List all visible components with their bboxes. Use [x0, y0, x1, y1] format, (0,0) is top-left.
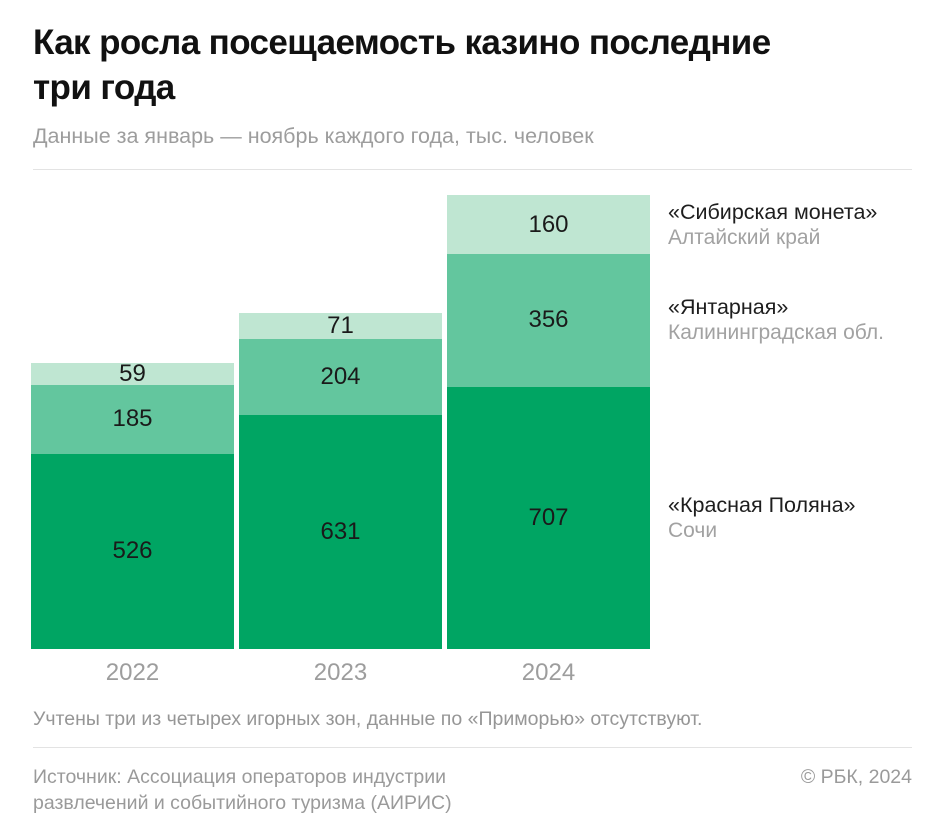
segment-value-label: 204	[320, 362, 361, 390]
bar-segment-2022-2: 59	[31, 360, 234, 388]
segment-value-label: 185	[112, 405, 153, 433]
top-divider	[33, 169, 912, 170]
legend-item-1: «Янтарная» Калининградская обл.	[668, 294, 938, 346]
bar-segment-2022-1: 185	[31, 385, 234, 454]
legend-zone-name: «Красная Поляна»	[668, 492, 856, 517]
bar-segment-2023-0: 631	[239, 414, 442, 649]
legend-item-2: «Сибирская монета» Алтайский край	[668, 199, 938, 251]
bar-segment-2024-2: 160	[447, 195, 650, 255]
x-axis-label-2022: 2022	[105, 659, 160, 686]
bar-segment-2023-1: 204	[239, 339, 442, 415]
segment-value-label: 707	[528, 503, 569, 531]
segment-value-label: 526	[112, 537, 153, 565]
legend-zone-region: Алтайский край	[668, 225, 821, 249]
source-attribution: Источник: Ассоциация операторов индустри…	[33, 766, 452, 814]
bar-segment-2023-2: 71	[239, 311, 442, 340]
x-axis-label-2023: 2023	[313, 659, 368, 686]
segment-value-label: 631	[320, 517, 361, 545]
bottom-divider	[33, 747, 912, 748]
chart-subtitle: Данные за январь — ноябрь каждого года, …	[33, 124, 594, 148]
page-title: Как росла посещаемость казино последние …	[33, 23, 771, 107]
legend-zone-region: Калининградская обл.	[668, 321, 884, 345]
bar-segment-2024-1: 356	[447, 254, 650, 387]
bar-segment-2022-0: 526	[31, 453, 234, 649]
legend-zone-name: «Янтарная»	[668, 295, 789, 320]
segment-value-label: 59	[119, 360, 146, 388]
legend-zone-region: Сочи	[668, 518, 718, 542]
bar-segment-2024-0: 707	[447, 386, 650, 649]
legend-zone-name: «Сибирская монета»	[668, 199, 878, 224]
segment-value-label: 71	[327, 311, 354, 339]
legend-item-0: «Красная Поляна» Сочи	[668, 492, 938, 544]
chart-footnote: Учтены три из четырех игорных зон, данны…	[33, 708, 703, 730]
segment-value-label: 356	[528, 306, 569, 334]
x-axis-label-2024: 2024	[521, 659, 576, 686]
segment-value-label: 160	[528, 210, 569, 238]
copyright-notice: © РБК, 2024	[800, 766, 912, 788]
